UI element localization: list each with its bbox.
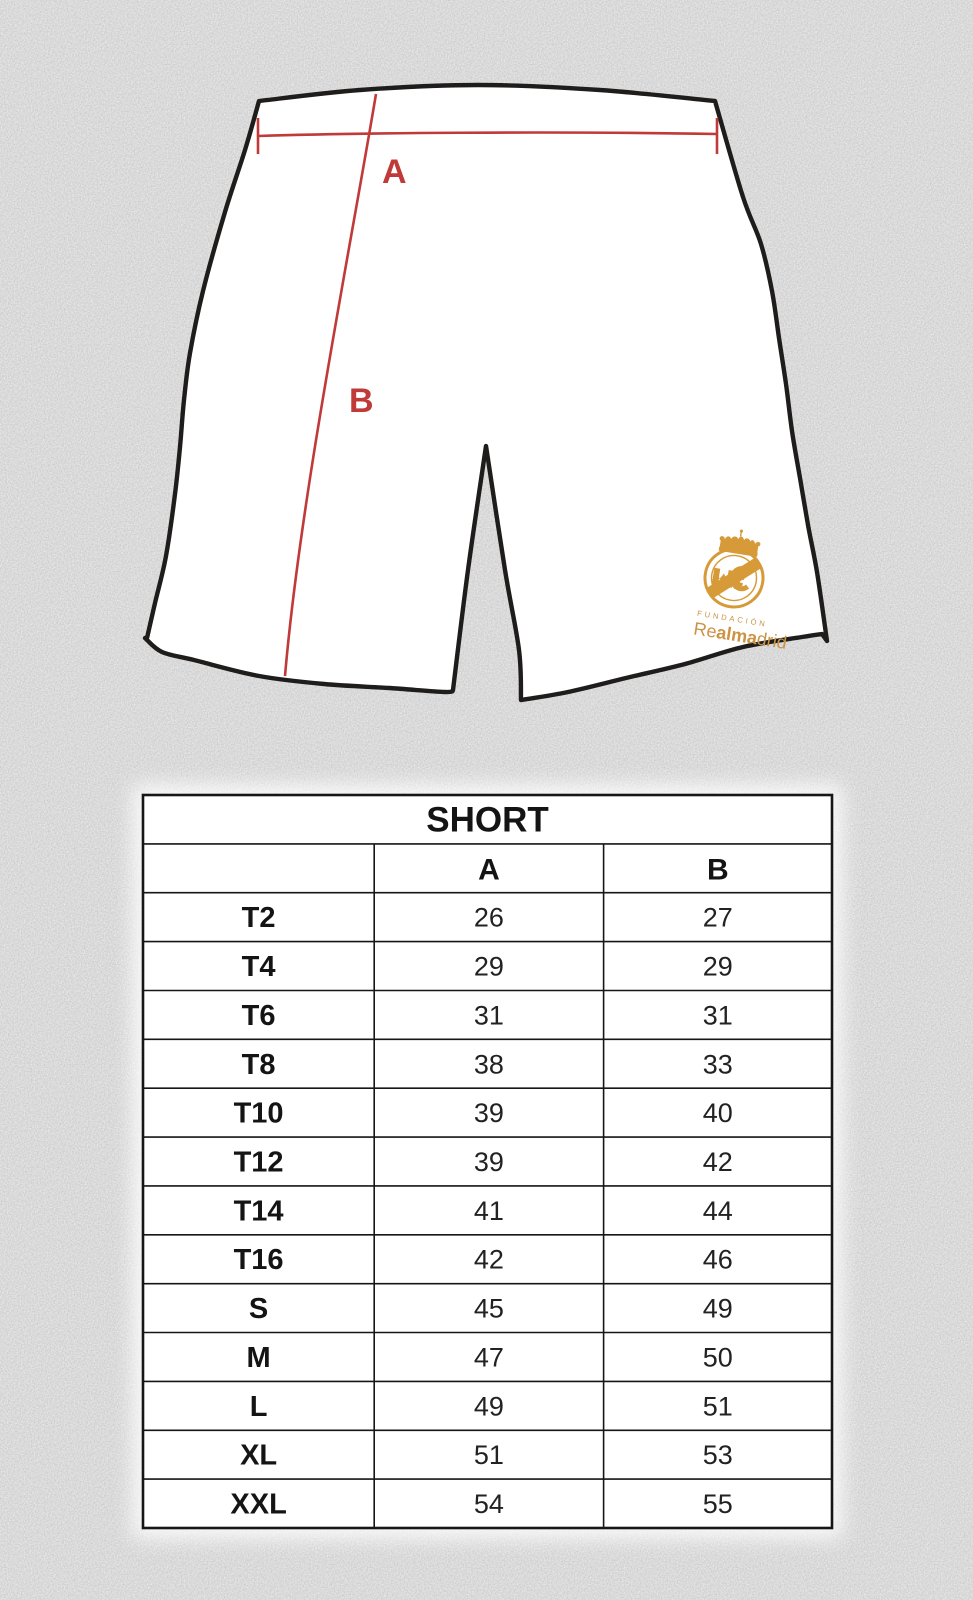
svg-text:54: 54 xyxy=(474,1489,504,1519)
svg-text:33: 33 xyxy=(703,1049,733,1079)
svg-text:T10: T10 xyxy=(234,1098,284,1130)
svg-text:B: B xyxy=(349,382,374,420)
svg-text:42: 42 xyxy=(474,1245,504,1275)
svg-text:39: 39 xyxy=(474,1098,504,1128)
svg-text:51: 51 xyxy=(703,1391,733,1421)
svg-text:29: 29 xyxy=(703,952,733,982)
svg-text:T14: T14 xyxy=(234,1195,284,1227)
svg-text:T12: T12 xyxy=(234,1147,284,1179)
svg-text:29: 29 xyxy=(474,952,504,982)
svg-text:49: 49 xyxy=(703,1294,733,1324)
svg-text:27: 27 xyxy=(703,903,733,933)
svg-text:31: 31 xyxy=(474,1000,504,1030)
svg-text:50: 50 xyxy=(703,1343,733,1373)
svg-text:S: S xyxy=(249,1293,268,1325)
svg-text:A: A xyxy=(382,153,407,191)
svg-text:T8: T8 xyxy=(242,1049,276,1081)
svg-text:26: 26 xyxy=(474,903,504,933)
svg-text:51: 51 xyxy=(474,1440,504,1470)
svg-text:T4: T4 xyxy=(242,951,276,983)
svg-text:31: 31 xyxy=(703,1000,733,1030)
svg-text:55: 55 xyxy=(703,1489,733,1519)
svg-text:XL: XL xyxy=(240,1440,277,1472)
svg-text:45: 45 xyxy=(474,1294,504,1324)
svg-text:B: B xyxy=(707,853,729,886)
svg-text:41: 41 xyxy=(474,1196,504,1226)
svg-text:M: M xyxy=(247,1342,271,1374)
svg-text:39: 39 xyxy=(474,1147,504,1177)
svg-text:T6: T6 xyxy=(242,1000,276,1032)
svg-text:A: A xyxy=(478,853,500,886)
svg-text:42: 42 xyxy=(703,1147,733,1177)
svg-text:T16: T16 xyxy=(234,1244,284,1276)
svg-text:40: 40 xyxy=(703,1098,733,1128)
svg-text:T2: T2 xyxy=(242,902,276,934)
svg-text:XXL: XXL xyxy=(230,1489,286,1521)
svg-text:47: 47 xyxy=(474,1343,504,1373)
svg-text:L: L xyxy=(250,1391,268,1423)
svg-text:38: 38 xyxy=(474,1049,504,1079)
svg-text:SHORT: SHORT xyxy=(426,800,549,839)
svg-text:46: 46 xyxy=(703,1245,733,1275)
svg-text:49: 49 xyxy=(474,1391,504,1421)
svg-text:53: 53 xyxy=(703,1440,733,1470)
svg-text:44: 44 xyxy=(703,1196,733,1226)
